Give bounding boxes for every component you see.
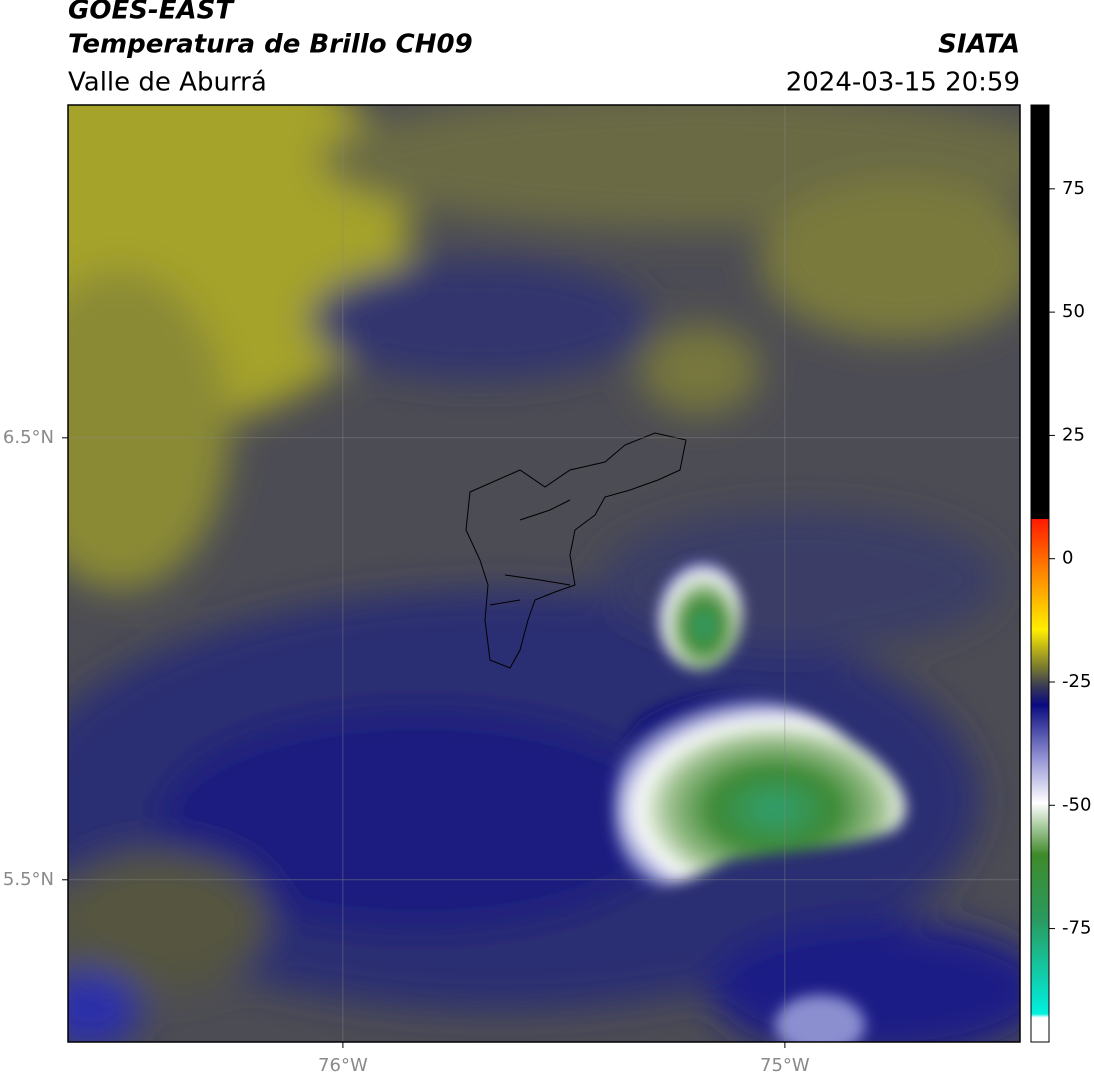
graticule <box>68 105 1020 1042</box>
lat-tick-label: 6.5°N <box>3 427 54 448</box>
colorbar <box>1030 104 1050 1043</box>
subtitle: Temperatura de Brillo CH09 <box>68 30 473 60</box>
lon-tick-label: 76°W <box>318 1055 368 1076</box>
satellite-image <box>68 105 1020 1042</box>
colorbar-tick-label: -75 <box>1062 918 1091 939</box>
title: GOES-EAST <box>68 0 235 26</box>
source: SIATA <box>938 30 1020 60</box>
colorbar-tick-label: -25 <box>1062 671 1091 692</box>
region: Valle de Aburrá <box>68 68 267 98</box>
colorbar-tick-label: -50 <box>1062 794 1091 815</box>
colorbar-tick-label: 75 <box>1062 178 1085 199</box>
lon-tick-label: 75°W <box>760 1055 810 1076</box>
timestamp: 2024-03-15 20:59 <box>786 68 1020 98</box>
map-frame <box>67 104 1021 1043</box>
colorbar-tick-label: 0 <box>1062 548 1073 569</box>
colorbar-tick-label: 25 <box>1062 424 1085 445</box>
colorbar-tick-label: 50 <box>1062 301 1085 322</box>
lat-tick-label: 5.5°N <box>3 869 54 890</box>
municipal-boundaries <box>465 432 687 669</box>
